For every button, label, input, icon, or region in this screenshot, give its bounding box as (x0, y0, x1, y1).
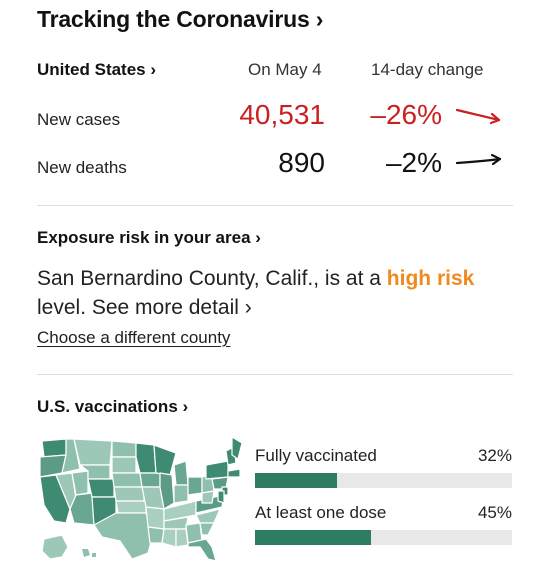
exposure-risk-link[interactable]: Exposure risk in your area › (37, 228, 261, 247)
date-column-header: On May 4 (248, 60, 322, 79)
one-dose-label: At least one dose (255, 503, 387, 522)
trend-flat-arrow-icon (455, 153, 502, 166)
exposure-risk-text[interactable]: San Bernardino County, Calif., is at a h… (37, 264, 517, 322)
one-dose-bar (255, 530, 512, 545)
section-divider (37, 374, 513, 375)
new-deaths-value: 890 (278, 147, 325, 178)
new-cases-change: –26% (370, 99, 442, 130)
fully-vaccinated-bar (255, 473, 512, 488)
exposure-text-after: level. See more detail › (37, 296, 252, 319)
trend-down-arrow-icon (455, 108, 501, 125)
section-divider (37, 205, 513, 206)
vaccinations-link[interactable]: U.S. vaccinations › (37, 397, 189, 416)
new-cases-row: New cases 40,531 –26% (0, 98, 550, 134)
region-link[interactable]: United States › (37, 60, 157, 79)
exposure-text-before: San Bernardino County, Calif., is at a (37, 267, 387, 290)
fully-vaccinated-label: Fully vaccinated (255, 446, 377, 465)
new-deaths-change: –2% (385, 147, 442, 178)
one-dose-percent: 45% (477, 503, 512, 522)
change-column-header: 14-day change (371, 60, 484, 79)
one-dose-bar-fill (255, 530, 371, 545)
new-deaths-label: New deaths (37, 158, 127, 177)
page-title-link[interactable]: Tracking the Coronavirus › (37, 6, 324, 32)
new-cases-label: New cases (37, 110, 121, 129)
risk-level-label: high risk (386, 267, 475, 290)
new-cases-value: 40,531 (239, 99, 325, 130)
new-deaths-row: New deaths 890 –2% (0, 146, 550, 182)
us-vaccination-map[interactable] (36, 435, 244, 563)
fully-vaccinated-bar-fill (255, 473, 338, 488)
choose-county-link[interactable]: Choose a different county (37, 328, 231, 347)
fully-vaccinated-percent: 32% (477, 446, 512, 465)
stats-header: United States › On May 4 14-day change (0, 60, 550, 82)
